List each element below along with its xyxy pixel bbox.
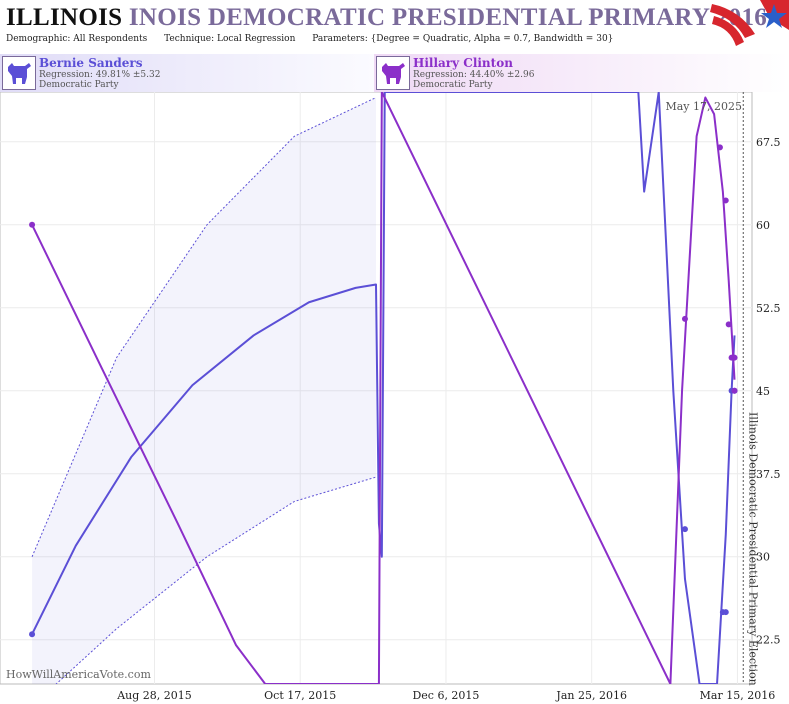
party-label: Democratic Party [39, 80, 119, 90]
data-point [29, 221, 36, 228]
data-point [731, 354, 738, 361]
data-point [681, 526, 688, 533]
series-trend-line [31, 92, 736, 684]
title-rest: INOIS DEMOCRATIC PRESIDENTIAL PRIMARY 20… [128, 4, 768, 31]
x-tick-label: Oct 17, 2015 [264, 689, 336, 702]
candidate-name: Hillary Clinton [413, 56, 513, 70]
page-title: ILLINOIS INOIS DEMOCRATIC PRESIDENTIAL P… [6, 4, 767, 32]
title-state: ILLINOIS [6, 4, 123, 31]
party-label: Democratic Party [413, 80, 493, 90]
legend-item-bernie-sanders: Bernie Sanders Regression: 49.81% ±5.32 … [0, 54, 374, 92]
candidate-name: Bernie Sanders [39, 56, 143, 70]
confidence-band [32, 97, 376, 684]
data-point [731, 387, 738, 394]
donkey-icon [376, 56, 410, 90]
regression-value: Regression: 49.81% ±5.32 [39, 70, 161, 80]
y-tick-label: 37.5 [756, 468, 781, 481]
demographic-label: Demographic: All Respondents [6, 34, 148, 44]
x-tick-label: Mar 15, 2016 [700, 689, 776, 702]
confidence-lower-line [55, 476, 377, 684]
data-point [722, 197, 729, 204]
data-point [716, 144, 723, 151]
donkey-icon [2, 56, 36, 90]
watermark-label: HowWillAmericaVote.com [6, 668, 151, 681]
x-tick-label: Aug 28, 2015 [116, 689, 192, 702]
x-tick-label: Jan 25, 2016 [555, 689, 627, 702]
technique-label: Technique: Local Regression [164, 34, 296, 44]
x-tick-label: Dec 6, 2015 [412, 689, 479, 702]
regression-chart: 22.5 30 37.5 45 52.5 60 67.5 Aug 28, 2015 Oct 17… [0, 92, 781, 702]
data-point [725, 321, 732, 328]
series-trend-line [31, 92, 736, 684]
y-tick-label: 45 [756, 385, 770, 398]
chart-header: ILLINOIS INOIS DEMOCRATIC PRESIDENTIAL P… [0, 0, 789, 50]
data-point [722, 609, 729, 616]
parameter-line: Demographic: All Respondents Technique: … [6, 34, 627, 44]
candidate-legend: Bernie Sanders Regression: 49.81% ±5.32 … [0, 54, 789, 92]
data-point [29, 631, 36, 638]
data-point [681, 315, 688, 322]
date-marker-label: May 17, 2025 [665, 100, 742, 113]
plot-series-layer [29, 92, 738, 684]
confidence-upper-line [31, 97, 377, 557]
y-tick-label: 30 [756, 551, 770, 564]
legend-item-hillary-clinton: Hillary Clinton Regression: 44.40% ±2.96… [374, 54, 789, 92]
y-tick-label: 52.5 [756, 302, 781, 315]
regression-value: Regression: 44.40% ±2.96 [413, 70, 535, 80]
parameters-label: Parameters: {Degree = Quadratic, Alpha =… [312, 34, 614, 44]
y-tick-label: 67.5 [756, 136, 781, 149]
y-tick-label: 60 [756, 219, 770, 232]
election-event-label: Illinois Democratic Presidential Primary… [746, 412, 759, 686]
flag-star-logo [710, 0, 789, 46]
y-tick-label: 22.5 [756, 634, 781, 647]
